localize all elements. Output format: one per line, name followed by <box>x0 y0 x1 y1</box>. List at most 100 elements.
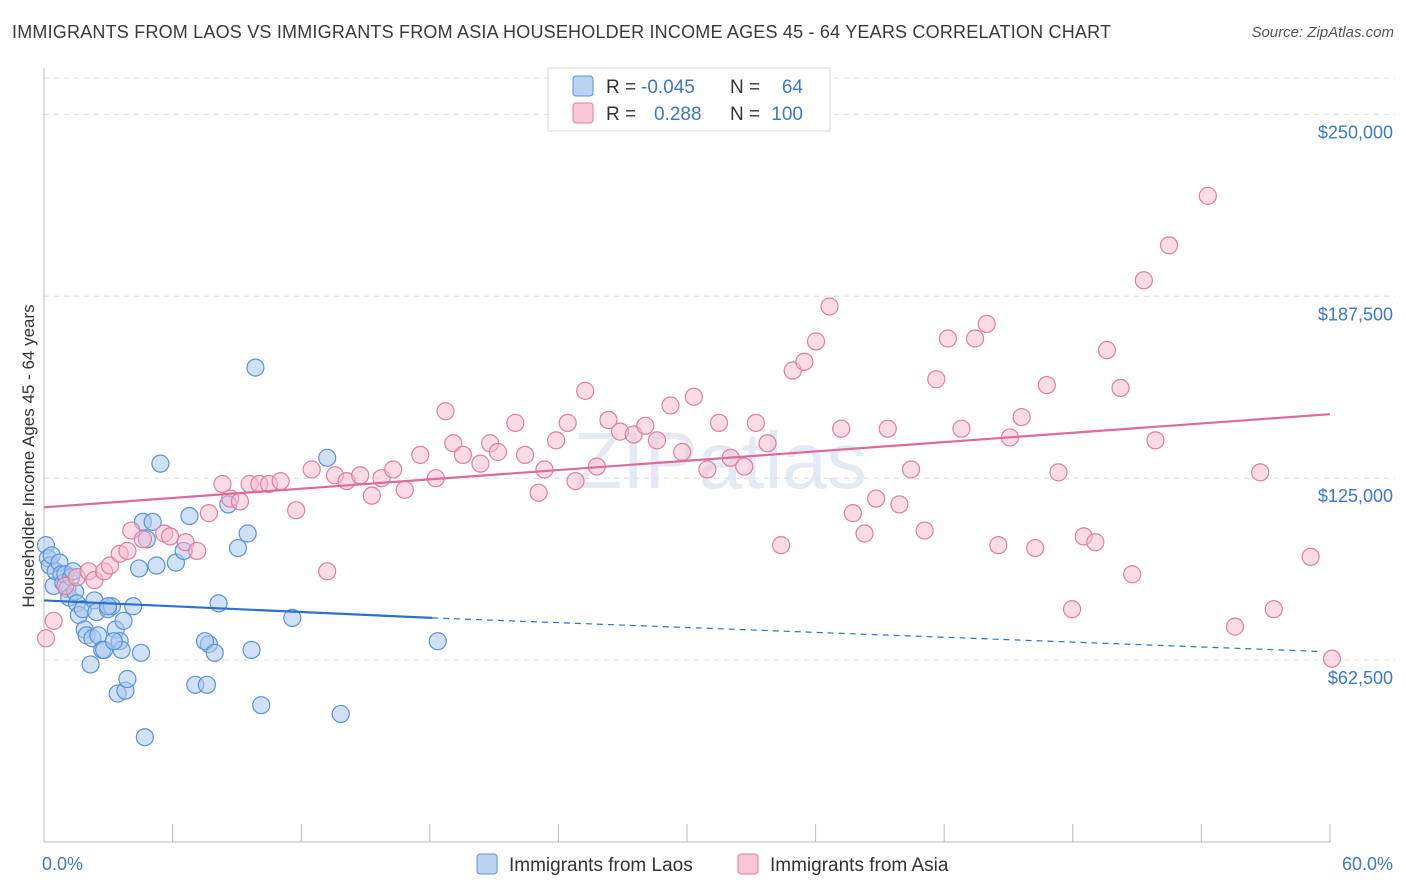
legend-r-value-asia: 0.288 <box>654 104 702 125</box>
data-point-laos <box>98 597 118 616</box>
bottom-legend-label-laos: Immigrants from Laos <box>509 855 693 876</box>
series-asia-points <box>36 186 1342 668</box>
data-point-asia <box>1251 463 1270 482</box>
data-point-asia <box>989 536 1008 555</box>
legend-swatch-laos <box>572 75 594 97</box>
data-point-asia <box>1159 236 1179 255</box>
data-point-laos <box>131 643 151 662</box>
data-point-laos <box>242 640 261 660</box>
data-point-asia <box>1086 533 1105 552</box>
data-point-asia <box>977 314 996 334</box>
data-point-asia <box>302 460 321 479</box>
data-point-asia <box>1146 431 1165 450</box>
data-point-laos <box>81 655 100 674</box>
data-point-asia <box>1049 463 1068 482</box>
data-point-laos <box>195 632 215 651</box>
data-point-laos <box>228 538 248 558</box>
trend-line-laos <box>43 599 432 619</box>
data-point-asia <box>1012 407 1031 427</box>
data-point-asia <box>890 495 909 514</box>
series-laos-points <box>36 358 447 747</box>
data-point-laos <box>283 608 302 627</box>
data-point-laos <box>180 506 199 526</box>
data-point-asia <box>806 332 826 351</box>
data-point-laos <box>124 597 143 616</box>
data-point-asia <box>709 413 729 432</box>
data-point-asia <box>1264 600 1283 619</box>
y-tick-label: $250,000 <box>1318 122 1393 142</box>
data-point-laos <box>143 512 162 531</box>
data-point-asia <box>965 329 985 348</box>
data-point-asia <box>1301 547 1320 566</box>
legend-r-label-asia: R = <box>606 104 636 125</box>
data-point-asia <box>118 541 137 561</box>
data-point-laos <box>252 696 271 715</box>
data-point-asia <box>160 527 180 546</box>
data-point-asia <box>673 442 692 462</box>
data-point-asia <box>384 460 403 479</box>
bottom-legend-swatch-laos <box>476 853 498 875</box>
data-point-asia <box>395 480 414 499</box>
data-point-asia <box>287 501 306 520</box>
legend-r-value-laos: -0.045 <box>641 77 695 98</box>
data-point-laos <box>238 524 257 543</box>
data-point-laos <box>147 556 166 575</box>
data-point-asia <box>1198 186 1217 205</box>
axes <box>43 68 1331 843</box>
data-point-asia <box>878 419 897 438</box>
data-point-laos <box>129 559 149 578</box>
y-tick-label: $125,000 <box>1318 486 1393 506</box>
data-point-asia <box>636 416 655 435</box>
data-point-asia <box>647 431 667 450</box>
data-point-laos <box>331 704 350 724</box>
data-point-asia <box>1026 538 1045 558</box>
data-point-asia <box>488 442 507 462</box>
data-point-asia <box>362 486 381 505</box>
bottom-legend: Immigrants from Laos Immigrants from Asi… <box>476 853 949 876</box>
bottom-legend-label-asia: Immigrants from Asia <box>770 855 949 876</box>
data-point-asia <box>927 370 946 389</box>
source-credit: Source: ZipAtlas.com <box>1251 24 1394 41</box>
x-tick-labels: 0.0% 60.0% <box>42 854 1393 874</box>
data-point-asia <box>318 562 337 581</box>
data-point-asia <box>599 410 618 430</box>
data-point-asia <box>133 530 153 549</box>
data-point-asia <box>901 460 921 479</box>
legend-n-label-asia: N = <box>730 104 760 125</box>
y-axis-label: Householder Income Ages 45 - 64 years <box>19 304 38 607</box>
x-tick-label: 60.0% <box>1342 854 1393 874</box>
data-point-asia <box>938 329 958 348</box>
data-point-asia <box>795 352 814 371</box>
data-point-asia <box>1134 271 1153 290</box>
data-point-asia <box>1111 378 1130 398</box>
data-point-asia <box>271 472 290 491</box>
data-point-asia <box>436 402 455 421</box>
data-point-asia <box>820 297 839 316</box>
chart-title: IMMIGRANTS FROM LAOS VS IMMIGRANTS FROM … <box>12 22 1112 42</box>
trend-line-laos-extension <box>431 617 1318 652</box>
data-point-asia <box>698 460 717 479</box>
data-point-asia <box>566 472 585 491</box>
trend-lines <box>43 413 1331 652</box>
data-point-laos <box>151 454 170 473</box>
data-point-laos <box>428 632 447 651</box>
bottom-legend-swatch-asia <box>737 853 759 875</box>
data-point-asia <box>546 431 566 450</box>
data-point-asia <box>758 434 777 453</box>
legend-r-label-laos: R = <box>606 77 636 98</box>
y-tick-labels: $62,500 $125,000 $187,500 $250,000 <box>1318 122 1393 688</box>
data-point-asia <box>1037 375 1056 395</box>
data-point-asia <box>661 396 680 415</box>
data-point-asia <box>771 536 791 555</box>
legend-n-value-laos: 64 <box>782 77 804 98</box>
data-point-asia <box>529 483 548 502</box>
data-point-laos <box>197 675 217 694</box>
legend: R = -0.045 N = 64 R = 0.288 N = 100 <box>547 67 831 132</box>
data-point-laos <box>246 358 265 377</box>
data-point-laos <box>118 669 137 689</box>
data-point-asia <box>1322 649 1342 668</box>
legend-swatch-asia <box>572 102 594 124</box>
data-point-asia <box>1062 600 1082 619</box>
data-point-asia <box>855 524 874 543</box>
